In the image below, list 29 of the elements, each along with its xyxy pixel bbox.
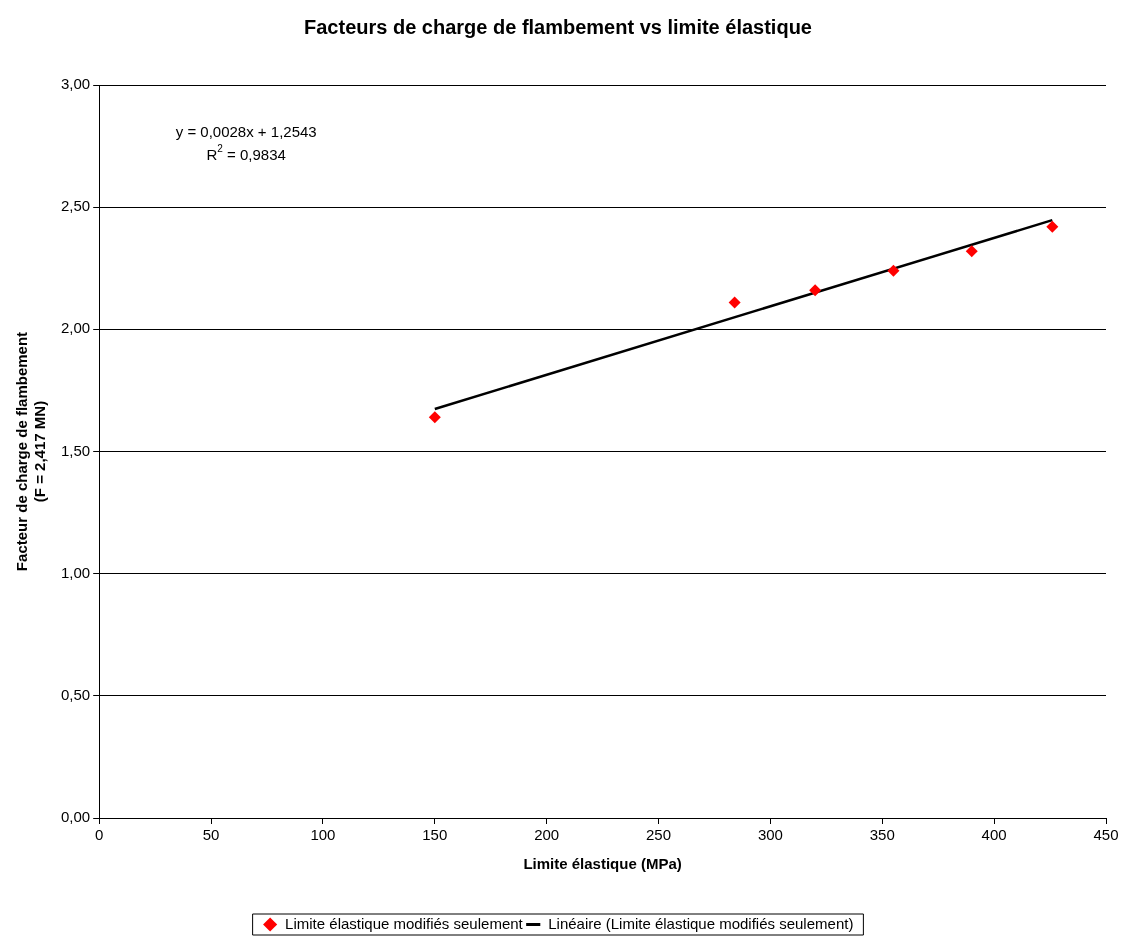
x-tick-label: 100	[310, 826, 336, 844]
y-tick-label: 2,50	[60, 197, 91, 215]
point	[809, 284, 822, 297]
chart-title: Facteurs de charge de flambement vs limite élastique	[304, 15, 812, 38]
annotation: y = 0,0028x + 1,2543	[175, 123, 317, 140]
point	[887, 264, 900, 277]
y-tick-label: 2,00	[60, 319, 91, 337]
point	[1046, 220, 1059, 233]
x-axis-title: Limite élastique (MPa)	[523, 855, 682, 873]
y-axis-title: Facteur de charge de flambement (F = 2,417 MN)	[13, 331, 49, 572]
x-tick-label: 300	[757, 826, 783, 844]
legend-label: Linéaire (Limite élastique modifiés seulement)	[548, 914, 854, 932]
x-tick-label: 50	[202, 826, 220, 844]
y-tick-label: 1,50	[60, 441, 91, 459]
point	[965, 245, 978, 258]
x-tick-label: 450	[1093, 826, 1119, 844]
x-tick-label: 0	[95, 826, 104, 844]
y-tick-label: 3,00	[60, 75, 91, 93]
x-tick-label: 400	[981, 826, 1007, 844]
y-tick-label: 0,50	[60, 685, 91, 703]
x-tick-label: 150	[422, 826, 448, 844]
y-tick-label: 0,00	[60, 808, 91, 826]
point	[728, 296, 741, 309]
point	[428, 411, 441, 424]
x-tick-label: 250	[646, 826, 672, 844]
x-tick-label: 200	[534, 826, 560, 844]
legend-label: Limite élastique modifiés seulement	[285, 914, 524, 932]
y-tick-label: 1,00	[60, 563, 91, 581]
x-tick-label: 350	[869, 826, 895, 844]
